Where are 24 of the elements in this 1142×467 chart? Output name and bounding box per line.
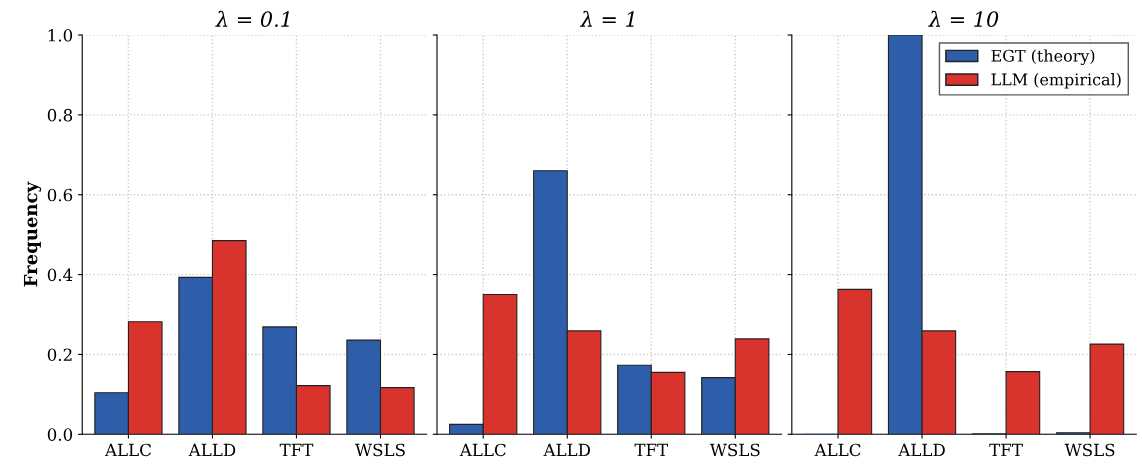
x-tick-label: TFT	[989, 443, 1023, 456]
legend-label: EGT (theory)	[991, 49, 1095, 66]
y-tick-label: 1.0	[48, 28, 73, 42]
x-tick-label: ALLC	[104, 443, 151, 457]
x-tick-label: WSLS	[355, 443, 405, 457]
y-axis-title: Frequency	[23, 181, 42, 287]
x-tick-label: WSLS	[1064, 443, 1115, 457]
x-tick-label: TFT	[279, 443, 314, 456]
y-tick-label: 0.0	[47, 428, 73, 441]
x-tick-label: ALLC	[459, 443, 506, 457]
y-tick-label: 0.8	[47, 108, 73, 122]
x-tick-label: ALLD	[188, 443, 236, 456]
y-tick-label: 0.6	[47, 188, 73, 202]
x-tick-label: ALLD	[898, 443, 945, 456]
y-tick-label: 0.2	[47, 348, 72, 362]
chart-title: λ = 1	[580, 10, 634, 27]
chart-title: λ = 10	[928, 10, 999, 27]
legend-label: LLM (empirical)	[991, 73, 1121, 89]
chart-title: λ = 0.1	[215, 10, 289, 27]
x-tick-label: ALLC	[814, 443, 861, 457]
x-tick-label: TFT	[634, 443, 668, 456]
y-tick-label: 0.4	[47, 268, 73, 282]
x-tick-label: WSLS	[709, 443, 760, 457]
x-tick-label: ALLD	[543, 443, 591, 456]
